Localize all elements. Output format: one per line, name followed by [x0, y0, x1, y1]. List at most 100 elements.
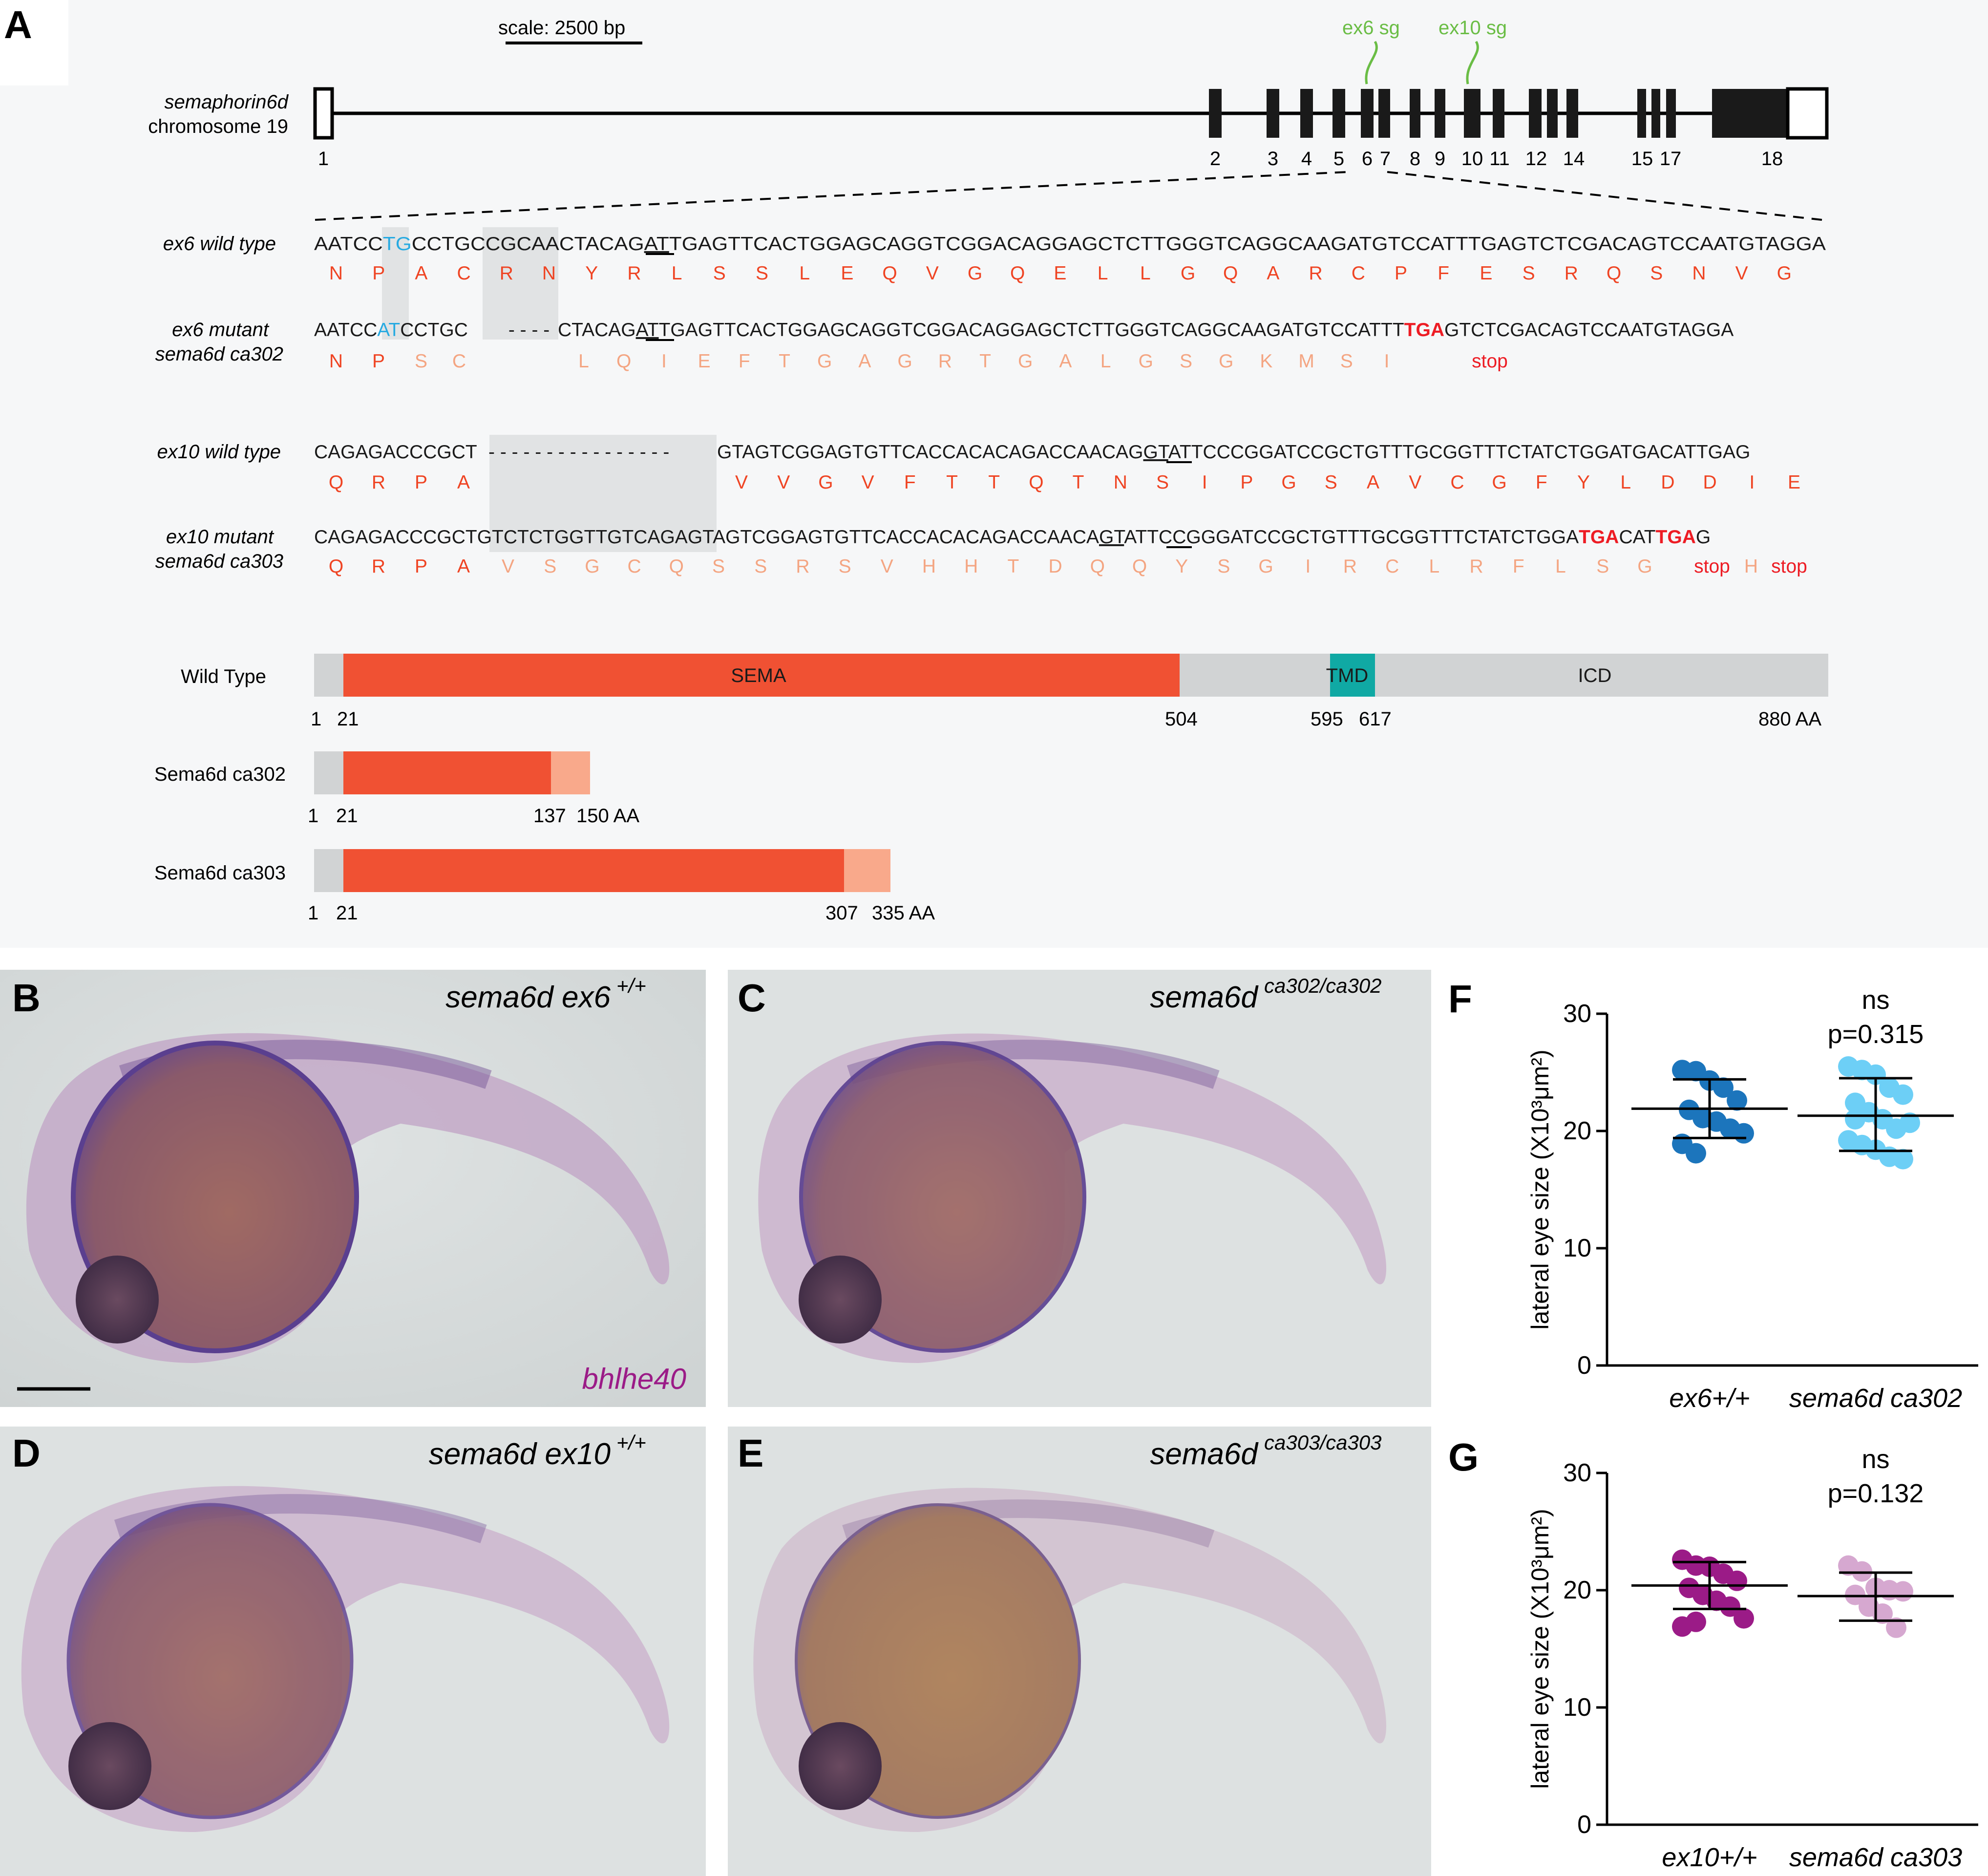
amino-acid: S — [713, 263, 726, 284]
data-point — [1893, 1581, 1913, 1602]
exon-number: 10 — [1461, 148, 1483, 170]
exon-number: 8 — [1410, 148, 1420, 170]
amino-acid: L — [1620, 472, 1631, 493]
panel-e-genotype-sup: ca303/ca303 — [1264, 1431, 1382, 1454]
amino-acid-frameshift: S — [1340, 351, 1353, 372]
amino-acid: E — [1480, 263, 1492, 284]
image-panel-d: D sema6d ex10 +/+ — [0, 1427, 706, 1876]
amino-acid-frameshift: R — [1343, 556, 1357, 577]
amino-acid: S — [1156, 472, 1169, 493]
seq-gap: - - - - — [503, 320, 555, 341]
amino-acid: G — [1492, 472, 1506, 493]
amino-acid: S — [756, 263, 768, 284]
amino-acid: R — [1309, 263, 1323, 284]
data-point — [1720, 1596, 1740, 1617]
highlight-insertion-ex10 — [489, 435, 717, 552]
panel-c-letter: C — [738, 976, 766, 1020]
stop-codon: TGA — [1656, 527, 1696, 548]
amino-acid-frameshift: H — [1744, 556, 1758, 577]
aa-number: 880 AA — [1758, 708, 1821, 730]
amino-acid: T — [1073, 472, 1084, 493]
amino-acid-frameshift: S — [1217, 556, 1230, 577]
amino-acid: V — [1735, 263, 1748, 284]
seq-segment: AATCC — [314, 234, 383, 255]
ex10-sg-marker — [1466, 41, 1479, 85]
amino-acid-frameshift: Q — [1090, 556, 1105, 577]
exon-number: 9 — [1435, 148, 1445, 170]
amino-acid-frameshift: D — [1049, 556, 1062, 577]
seq-segment: ATTCCGGGATCCGCTGTTTGCGGTTTCTATCTGGA — [1124, 527, 1579, 548]
amino-acid-frameshift: I — [1384, 351, 1390, 372]
stop-codon: TGA — [1579, 527, 1619, 548]
ca303-protein-label: Sema6d ca303 — [154, 862, 286, 884]
zoom-line-left — [315, 171, 1349, 221]
amino-acid-frameshift: M — [1298, 351, 1314, 372]
amino-acid: I — [1202, 472, 1207, 493]
ca303-sema — [343, 849, 844, 892]
seq-segment-highlight: TG — [383, 234, 412, 255]
amino-acid-frameshift: E — [698, 351, 711, 372]
amino-acid: R — [372, 472, 385, 493]
ex6-sg-marker — [1365, 41, 1378, 85]
image-panel-e: E sema6d ca303/ca303 — [728, 1427, 1431, 1876]
aa-number: 1 — [308, 805, 318, 827]
amino-acid-frameshift: G — [897, 351, 912, 372]
panel-b-letter: B — [12, 976, 41, 1020]
amino-acid: D — [1661, 472, 1674, 493]
amino-acid-frameshift: S — [415, 351, 427, 372]
amino-acid: G — [818, 472, 833, 493]
icd-label: ICD — [1578, 665, 1612, 686]
amino-acid-frameshift: H — [922, 556, 936, 577]
y-axis-label: lateral eye size (X10³μm²) — [1526, 1049, 1554, 1329]
amino-acid: N — [329, 351, 343, 372]
highlight-deletion-ex6 — [483, 227, 558, 340]
y-tick-label: 20 — [1563, 1576, 1591, 1604]
amino-acid-frameshift: G — [1018, 351, 1033, 372]
ex10-sg-label: ex10 sg — [1438, 17, 1507, 39]
exon-number: 18 — [1761, 148, 1783, 170]
amino-acid-frameshift: Q — [1132, 556, 1147, 577]
amino-acid: N — [1692, 263, 1706, 284]
amino-acid-frameshift: V — [881, 556, 893, 577]
ex6-mut-label-2: sema6d ca302 — [155, 343, 283, 365]
amino-acid: Y — [585, 263, 598, 284]
amino-acid: P — [415, 472, 427, 493]
wt-sema-domain — [343, 654, 1180, 697]
amino-acid: Q — [882, 263, 897, 284]
data-point — [1727, 1090, 1747, 1111]
amino-acid: P — [372, 263, 385, 284]
y-tick-label: 0 — [1577, 1351, 1591, 1380]
amino-acid: P — [1240, 472, 1253, 493]
ca303-signal — [314, 849, 344, 892]
gene-label: semaphorin6d — [165, 91, 289, 113]
amino-acid-frameshift: S — [1180, 351, 1192, 372]
data-point — [1893, 1149, 1913, 1170]
amino-acid: C — [457, 263, 471, 284]
amino-acid: P — [415, 556, 427, 577]
sequence-labels: ex6 wild type ex6 mutant sema6d ca302 ex… — [155, 233, 283, 572]
ex10-wt-sequence: CAGAGACCCGCT - - - - - - - - - - - - - - … — [314, 442, 1750, 463]
x-category-label: ex6+/+ — [1669, 1384, 1750, 1413]
amino-acid: D — [1703, 472, 1717, 493]
amino-acid-frameshift: G — [585, 556, 599, 577]
seq-segment-underline: AT — [636, 320, 659, 341]
y-tick-label: 30 — [1563, 1459, 1591, 1487]
aa-number: 307 — [825, 902, 858, 924]
exon-7 — [1378, 89, 1390, 138]
amino-acid: L — [1098, 263, 1108, 284]
amino-acid-frameshift: H — [964, 556, 978, 577]
amino-acid-frameshift: L — [1100, 351, 1111, 372]
amino-acid: S — [1650, 263, 1663, 284]
amino-acid-frameshift: I — [1305, 556, 1311, 577]
panel-d-genotype-sup: +/+ — [616, 1431, 646, 1454]
seq-segment: CAT — [1619, 527, 1655, 548]
ca303-frameshift — [844, 849, 890, 892]
panel-e-genotype: sema6d — [1150, 1437, 1259, 1471]
amino-acid-frameshift: L — [578, 351, 589, 372]
amino-acid-frameshift: L — [1429, 556, 1440, 577]
ex10-mut-sequence: CAGAGACCCGCTGTCTCTGGTTGTCAGAGTAGTCGGAGTG… — [314, 527, 1711, 548]
amino-acid: G — [1281, 472, 1296, 493]
stop-codon: TGA — [1404, 320, 1444, 341]
amino-acid-frameshift: R — [1470, 556, 1483, 577]
